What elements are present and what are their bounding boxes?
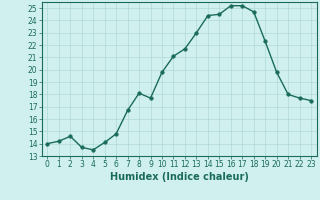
X-axis label: Humidex (Indice chaleur): Humidex (Indice chaleur) (110, 172, 249, 182)
